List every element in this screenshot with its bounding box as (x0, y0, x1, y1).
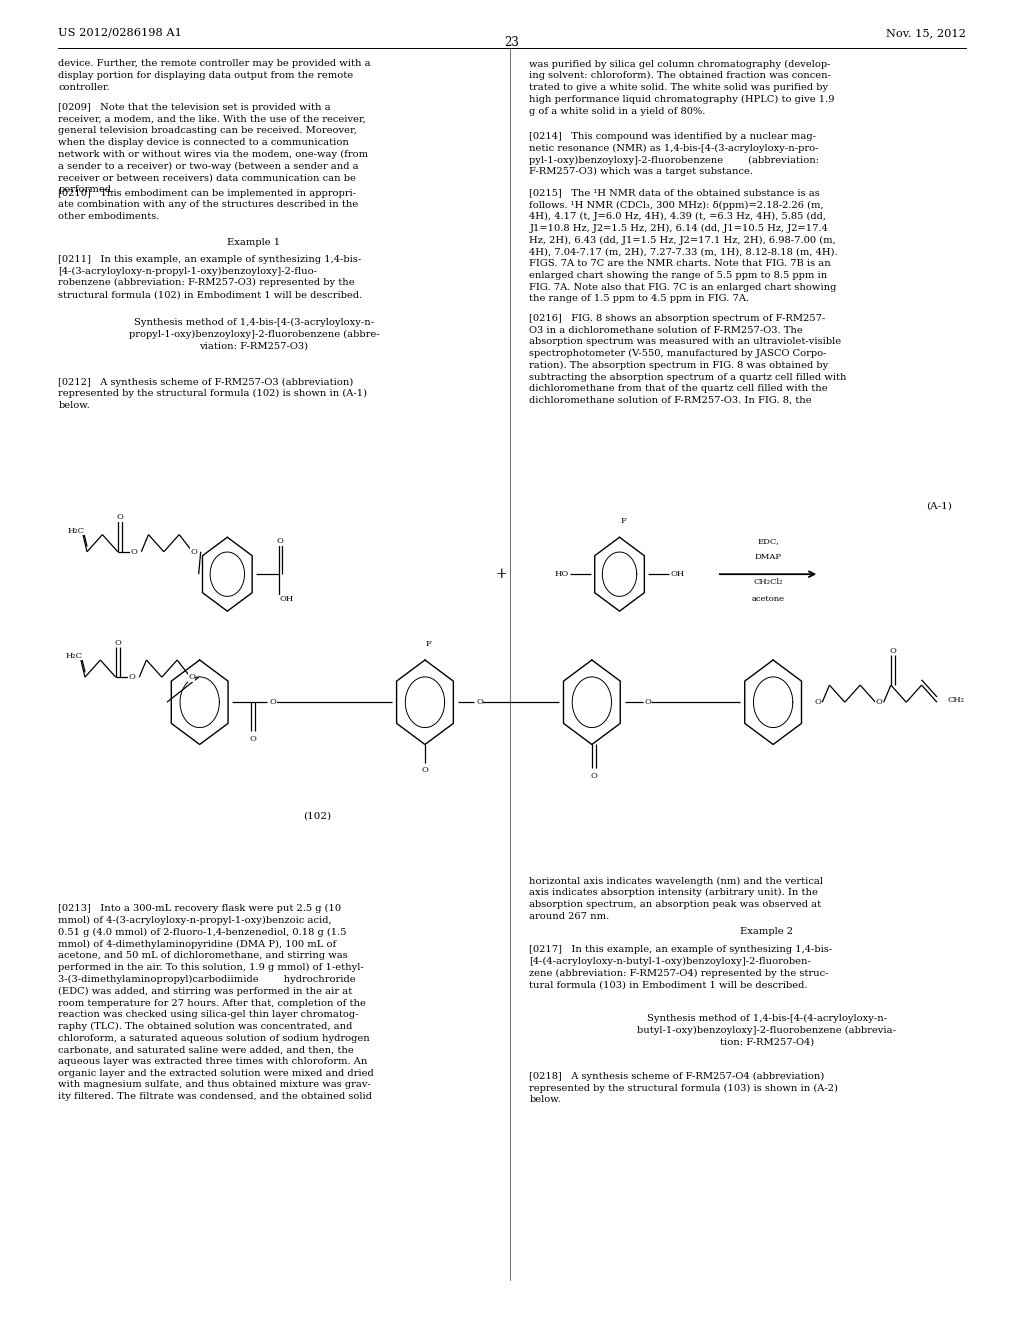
Text: CH₂Cl₂: CH₂Cl₂ (754, 578, 782, 586)
Text: O: O (476, 698, 483, 706)
Text: device. Further, the remote controller may be provided with a
display portion fo: device. Further, the remote controller m… (58, 59, 371, 91)
Text: OH: OH (280, 595, 294, 603)
Text: H₂C: H₂C (66, 652, 82, 660)
Text: O: O (276, 537, 283, 545)
Text: [0212]   A synthesis scheme of F-RM257-O3 (abbreviation)
represented by the stru: [0212] A synthesis scheme of F-RM257-O3 … (58, 378, 368, 411)
Text: O: O (190, 548, 197, 556)
Text: [0209]   Note that the television set is provided with a
receiver, a modem, and : [0209] Note that the television set is p… (58, 103, 369, 194)
Text: O: O (115, 639, 121, 647)
Text: Example 1: Example 1 (227, 238, 281, 247)
Text: [0210]   This embodiment can be implemented in appropri-
ate combination with an: [0210] This embodiment can be implemente… (58, 189, 358, 220)
Text: O: O (422, 766, 428, 774)
Text: O: O (591, 772, 597, 780)
Text: [0217]   In this example, an example of synthesizing 1,4-bis-
[4-(4-acryloyloxy-: [0217] In this example, an example of sy… (529, 945, 833, 990)
Text: Synthesis method of 1,4-bis-[4-(3-acryloyloxy-n-
propyl-1-oxy)benzoyloxy]-2-fluo: Synthesis method of 1,4-bis-[4-(3-acrylo… (129, 318, 379, 351)
Text: (102): (102) (303, 812, 332, 821)
Text: OH: OH (671, 570, 685, 578)
Text: O: O (269, 698, 276, 706)
Text: [0215]   The ¹H NMR data of the obtained substance is as
follows. ¹H NMR (CDCl₃,: [0215] The ¹H NMR data of the obtained s… (529, 189, 839, 304)
Text: O: O (814, 698, 821, 706)
Text: F: F (621, 517, 627, 525)
Text: [0218]   A synthesis scheme of F-RM257-O4 (abbreviation)
represented by the stru: [0218] A synthesis scheme of F-RM257-O4 … (529, 1072, 839, 1105)
Text: EDC,: EDC, (757, 537, 779, 545)
Text: was purified by silica gel column chromatography (develop-
ing solvent: chlorofo: was purified by silica gel column chroma… (529, 59, 835, 116)
Text: Example 2: Example 2 (740, 927, 794, 936)
Text: O: O (117, 513, 123, 521)
Text: F: F (425, 640, 431, 648)
Text: US 2012/0286198 A1: US 2012/0286198 A1 (58, 28, 182, 38)
Text: horizontal axis indicates wavelength (nm) and the vertical
axis indicates absorp: horizontal axis indicates wavelength (nm… (529, 876, 823, 921)
Text: +: + (496, 568, 508, 581)
Text: H₂C: H₂C (68, 527, 84, 535)
Text: O: O (250, 735, 256, 743)
Text: O: O (876, 698, 883, 706)
Text: Synthesis method of 1,4-bis-[4-(4-acryloyloxy-n-
butyl-1-oxy)benzoyloxy]-2-fluor: Synthesis method of 1,4-bis-[4-(4-acrylo… (638, 1014, 896, 1047)
Text: O: O (644, 698, 651, 706)
Text: HO: HO (554, 570, 568, 578)
Text: O: O (890, 647, 896, 655)
Text: [0211]   In this example, an example of synthesizing 1,4-bis-
[4-(3-acryloyloxy-: [0211] In this example, an example of sy… (58, 255, 362, 300)
Text: DMAP: DMAP (755, 553, 781, 561)
Text: [0216]   FIG. 8 shows an absorption spectrum of F-RM257-
O3 in a dichloromethane: [0216] FIG. 8 shows an absorption spectr… (529, 314, 847, 405)
Text: CH₂: CH₂ (947, 696, 965, 704)
Text: [0214]   This compound was identified by a nuclear mag-
netic resonance (NMR) as: [0214] This compound was identified by a… (529, 132, 819, 177)
Text: [0213]   Into a 300-mL recovery flask were put 2.5 g (10
mmol) of 4-(3-acryloylo: [0213] Into a 300-mL recovery flask were… (58, 904, 374, 1101)
Text: acetone: acetone (752, 595, 784, 603)
Text: O: O (188, 673, 195, 681)
Text: (A-1): (A-1) (927, 502, 952, 511)
Text: 23: 23 (505, 36, 519, 49)
Text: O: O (131, 548, 137, 556)
Text: Nov. 15, 2012: Nov. 15, 2012 (886, 28, 966, 38)
Text: O: O (129, 673, 135, 681)
